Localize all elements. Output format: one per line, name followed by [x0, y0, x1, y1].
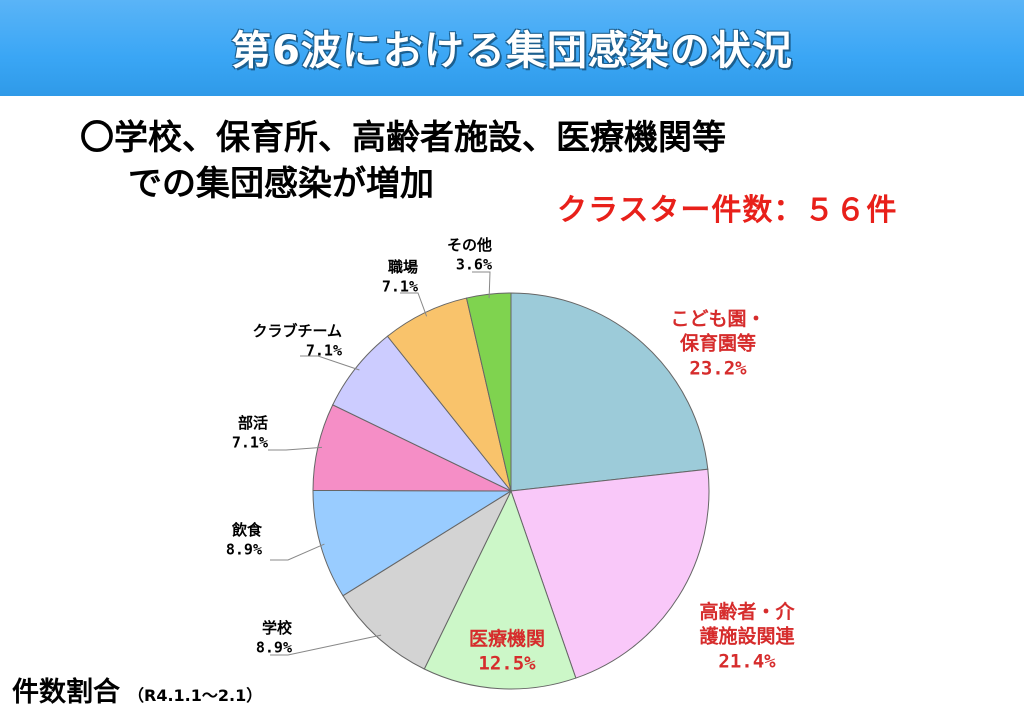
leader-line-6: [268, 446, 323, 451]
pie-slice-3: [423, 489, 577, 690]
pie-slice-4: [342, 489, 513, 670]
leader-line-9: [472, 271, 491, 299]
page-title: 第6波における集団感染の状況: [231, 28, 793, 74]
title-banner: 第6波における集団感染の状況: [0, 0, 1024, 96]
leader-line-5: [270, 543, 325, 561]
slice-category-label-5: 飲食: [231, 521, 263, 539]
slice-percent-label-2: 21.4%: [718, 650, 776, 672]
pie-slice-1: [510, 292, 709, 492]
slice-percent-label-9: 3.6%: [456, 256, 492, 274]
cluster-count: クラスター件数：５６件: [557, 193, 898, 228]
pie-slice-9: [465, 292, 512, 492]
footer-title: 件数割合: [12, 677, 120, 708]
footer-period: （R4.1.1～2.1）: [128, 686, 263, 705]
headline: 〇学校、保育所、高齢者施設、医療機関等 での集団感染が増加: [80, 115, 726, 207]
slice-category-label-1: こども園・: [670, 308, 765, 330]
slice-category-label-8: 職場: [388, 258, 418, 276]
leader-line-8: [400, 292, 428, 317]
slice-category-label-3: 医療機関: [469, 627, 545, 650]
headline-line-2: での集団感染が増加: [128, 164, 434, 204]
headline-line-1: 〇学校、保育所、高齢者施設、医療機関等: [80, 118, 726, 158]
slice-percent-label-8: 7.1%: [382, 278, 418, 296]
leader-line-4: [270, 634, 382, 656]
slice-percent-label-6: 7.1%: [232, 434, 268, 452]
pie-slice-2: [510, 468, 710, 679]
slice-category-label-6: 部活: [238, 414, 268, 432]
slice-percent-label-1: 23.2%: [689, 357, 747, 379]
leader-line-7: [300, 355, 360, 371]
slice-category-label-7: クラブチーム: [252, 322, 342, 340]
slice-percent-label-7: 7.1%: [306, 342, 342, 360]
chart-footer: 件数割合 （R4.1.1～2.1）: [12, 670, 262, 709]
slice-category-label-1: 保育園等: [679, 332, 756, 355]
slice-category-label-2: 護施設関連: [699, 625, 795, 648]
slice-percent-label-3: 12.5%: [478, 653, 536, 675]
pie-slice-5: [312, 489, 513, 597]
slice-percent-label-4: 8.9%: [256, 639, 292, 657]
slice-category-label-9: その他: [447, 236, 492, 254]
slice-percent-label-5: 8.9%: [226, 541, 262, 559]
slice-category-label-2: 高齢者・介: [699, 600, 795, 623]
slice-category-label-4: 学校: [262, 619, 293, 637]
